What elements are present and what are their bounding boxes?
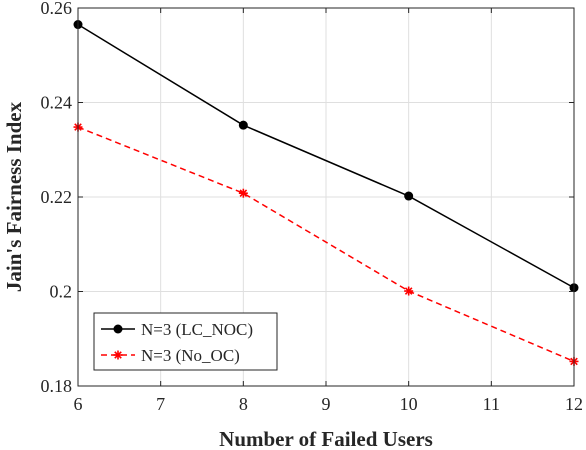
x-tick-label: 6: [74, 394, 83, 414]
legend-marker-series-2: [113, 350, 123, 360]
tick-labels: 6 7 8 9 10 11 12 0.18 0.2 0.22 0.24 0.26: [41, 0, 584, 414]
series-line-1: [77, 23, 575, 289]
y-tick-label: 0.18: [41, 376, 73, 396]
legend-marker-series-1: [113, 324, 123, 334]
axis-ticks: [77, 7, 575, 387]
x-tick-label: 10: [400, 394, 418, 414]
data-point-series-1: [404, 191, 414, 201]
series-line-2: [77, 126, 575, 363]
data-point-series-2: [404, 286, 414, 296]
y-tick-label: 0.22: [41, 187, 73, 207]
y-tick-label: 0.26: [41, 0, 73, 18]
x-tick-label: 12: [565, 394, 583, 414]
x-tick-label: 11: [483, 394, 500, 414]
legend-label-series-1: N=3 (LC_NOC): [141, 320, 253, 339]
legend-box: [93, 312, 278, 371]
legend-label-series-2: N=3 (No_OC): [141, 346, 240, 365]
legend: N=3 (LC_NOC) N=3 (No_OC): [93, 312, 278, 371]
x-tick-label: 9: [322, 394, 331, 414]
x-axis-label: Number of Failed Users: [219, 427, 433, 450]
y-axis-label: Jain's Fairness Index: [2, 101, 26, 292]
x-tick-label: 8: [239, 394, 248, 414]
y-tick-label: 0.24: [41, 93, 73, 113]
y-tick-label: 0.2: [50, 282, 73, 302]
data-point-series-1: [238, 120, 248, 130]
x-tick-label: 7: [156, 394, 165, 414]
series-lines: [77, 23, 575, 363]
data-point-series-2: [238, 188, 248, 198]
legend-asterisk: [113, 350, 123, 360]
